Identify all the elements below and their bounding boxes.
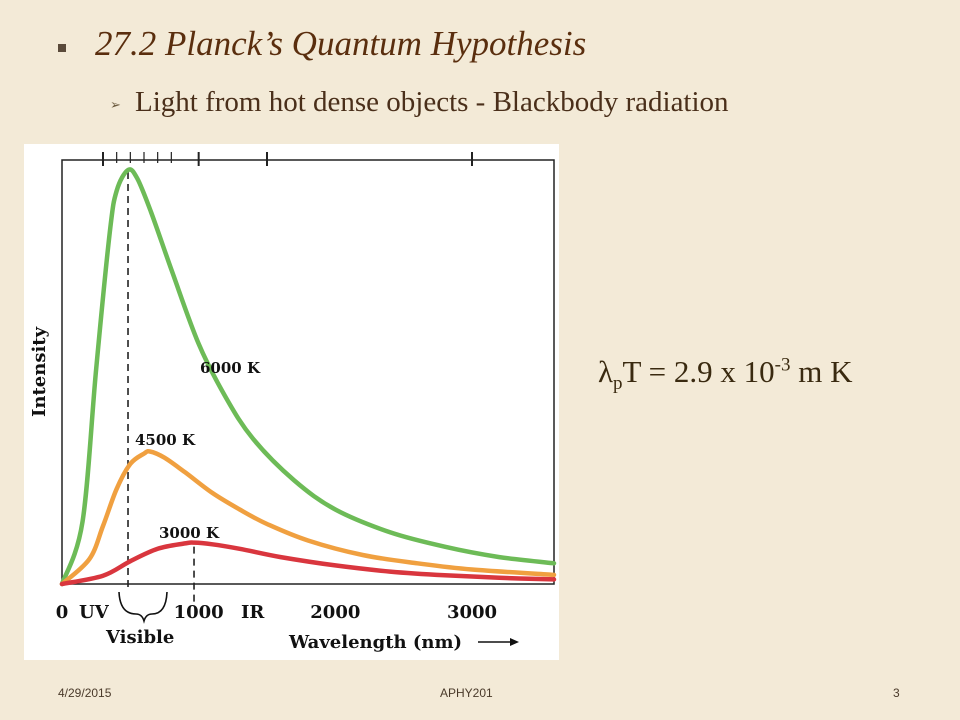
footer-date: 4/29/2015 bbox=[58, 686, 112, 700]
y-axis-label: Intensity bbox=[29, 326, 50, 417]
formula-units: m K bbox=[790, 354, 853, 389]
x-axis-label: Wavelength (nm) bbox=[288, 632, 462, 653]
arrow-bullet-icon: ➢ bbox=[110, 98, 121, 113]
curve-4500k bbox=[59, 448, 557, 587]
x-tick-label: 1000 bbox=[174, 602, 224, 623]
lambda-symbol: λ bbox=[598, 354, 614, 389]
x-tick-label: 3000 bbox=[447, 602, 497, 623]
formula-subscript: p bbox=[613, 373, 623, 395]
formula-exponent: -3 bbox=[774, 354, 791, 376]
curve-3000k bbox=[59, 540, 557, 587]
series-label-3000k: 3000 K bbox=[159, 524, 220, 542]
footer-page-number: 3 bbox=[893, 686, 900, 700]
peak-wavelength-markers bbox=[127, 172, 195, 606]
footer-course: APHY201 bbox=[440, 686, 493, 700]
visible-label: Visible bbox=[105, 627, 174, 648]
chart-svg: 6000 K 4500 K 3000 K Intensity 0 1000 2000… bbox=[29, 152, 557, 653]
x-tick-label: 0 bbox=[56, 602, 69, 623]
formula-main: T = 2.9 x 10 bbox=[622, 354, 775, 389]
blackbody-chart: 6000 K 4500 K 3000 K Intensity 0 1000 2000… bbox=[24, 144, 559, 660]
x-tick-labels: 0 1000 2000 3000 bbox=[56, 602, 497, 623]
plot-frame bbox=[61, 159, 555, 585]
slide-title: 27.2 Planck’s Quantum Hypothesis bbox=[95, 24, 587, 63]
bullet-square-icon bbox=[58, 44, 66, 52]
x-tick-label: 2000 bbox=[310, 602, 360, 623]
wien-law-formula: λpT = 2.9 x 10-3 m K bbox=[598, 354, 852, 395]
curve-6000k bbox=[59, 167, 557, 587]
x-axis-arrow-icon bbox=[510, 638, 519, 646]
uv-label: UV bbox=[79, 602, 110, 623]
slide-subtitle: Light from hot dense objects - Blackbody… bbox=[135, 86, 729, 118]
top-tick-marks bbox=[102, 152, 473, 166]
ir-label: IR bbox=[241, 602, 265, 623]
series-label-6000k: 6000 K bbox=[200, 359, 261, 377]
series-label-4500k: 4500 K bbox=[135, 431, 196, 449]
curves-group bbox=[59, 167, 557, 587]
visible-brace bbox=[118, 591, 168, 624]
